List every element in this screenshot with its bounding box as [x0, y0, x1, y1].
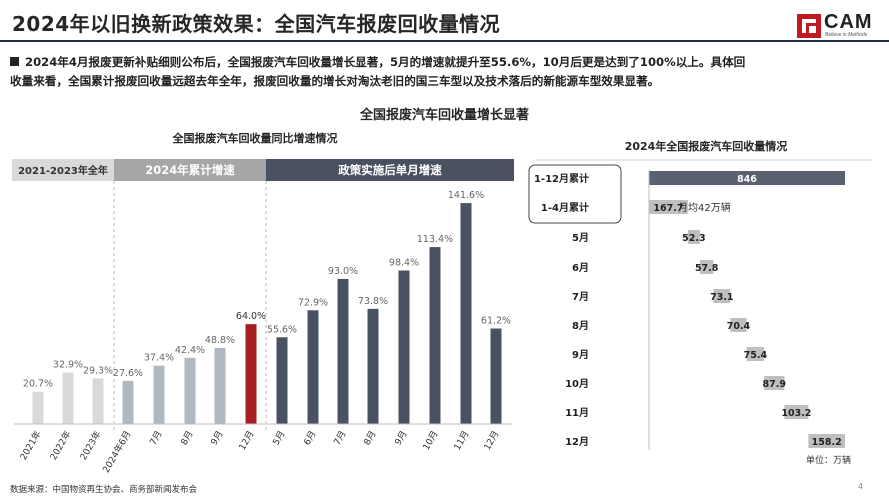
growth-bar — [92, 378, 104, 424]
growth-value-label: 93.0% — [328, 266, 358, 277]
growth-bar — [460, 203, 472, 424]
volume-bar — [649, 171, 845, 185]
cam-logo-icon — [797, 14, 821, 38]
volume-bar — [730, 318, 747, 332]
volume-bar — [784, 405, 809, 419]
group-band-0 — [12, 159, 114, 181]
growth-bar — [153, 365, 165, 424]
group-label-0: 2021-2023年全年 — [18, 164, 108, 177]
volume-value-label: 87.9 — [763, 379, 786, 390]
growth-value-label: 64.0% — [236, 311, 266, 322]
volume-value-label: 846 — [737, 174, 757, 185]
volume-category-label: 7月 — [572, 291, 589, 303]
volume-value-label: 52.3 — [682, 233, 705, 244]
volume-value-label: 75.4 — [744, 350, 768, 361]
volume-bar — [699, 260, 714, 274]
volume-bar — [713, 289, 731, 303]
page-number: 4 — [858, 482, 864, 491]
volume-category-label: 8月 — [572, 320, 589, 332]
growth-bar — [245, 324, 257, 424]
volume-value-label: 167.7 — [653, 203, 683, 214]
growth-value-label: 98.4% — [389, 257, 419, 268]
volume-value-label: 158.2 — [812, 437, 842, 448]
volume-bar — [746, 347, 765, 361]
volume-category-label: 5月 — [572, 232, 589, 244]
cumulative-callout-box — [528, 164, 622, 224]
monthly-average-annotation: 月均42万辆 — [678, 201, 731, 214]
volume-value-label: 70.4 — [727, 321, 751, 332]
growth-value-label: 48.8% — [205, 335, 235, 346]
logo-tagline: Believe in Methods — [825, 32, 868, 38]
volume-category-label: 6月 — [572, 262, 589, 274]
volume-category-label: 10月 — [565, 378, 589, 390]
growth-value-label: 72.9% — [298, 297, 328, 308]
logo-text: CAM — [824, 11, 873, 33]
group-label-2: 政策实施后单月增速 — [338, 163, 442, 177]
volume-category-label: 1-4月累计 — [541, 201, 589, 214]
volume-value-label: 57.8 — [695, 263, 719, 274]
unit-label: 单位：万辆 — [806, 454, 851, 466]
growth-bar — [429, 247, 441, 424]
volume-bar — [687, 230, 700, 244]
volume-value-label: 103.2 — [781, 408, 811, 419]
growth-bar — [337, 278, 349, 424]
growth-value-label: 55.6% — [267, 324, 297, 335]
volume-value-label: 73.1 — [710, 292, 733, 303]
volume-category-label: 11月 — [565, 407, 589, 419]
growth-value-label: 73.8% — [358, 296, 388, 307]
growth-bar — [184, 357, 196, 424]
volume-category-label: 9月 — [572, 349, 589, 361]
volume-bar — [764, 376, 785, 390]
title-divider — [0, 40, 889, 42]
volume-bar — [649, 200, 688, 214]
growth-bar — [276, 337, 288, 424]
growth-value-label: 141.6% — [448, 190, 484, 201]
growth-bar — [367, 308, 379, 424]
growth-value-label: 27.6% — [113, 368, 143, 379]
summary-line-1: 2024年4月报废更新补贴细则公布后，全国报废汽车回收量增长显著，5月的增速就提… — [10, 53, 882, 72]
growth-value-label: 61.2% — [481, 316, 511, 327]
group-label-1: 2024年累计增速 — [145, 163, 235, 177]
growth-bar — [32, 391, 44, 424]
summary-text-1: 2024年4月报废更新补贴细则公布后，全国报废汽车回收量增长显著，5月的增速就提… — [25, 55, 746, 69]
bullet-icon — [10, 57, 19, 66]
growth-value-label: 42.4% — [175, 345, 205, 356]
right-chart-title: 2024年全国报废汽车回收量情况 — [625, 139, 788, 153]
volume-category-label: 1-12月累计 — [534, 172, 589, 185]
summary-line-2: 收量来看，全国累计报废回收量远超去年全年，报废回收量的增长对淘汰老旧的国三车型以… — [10, 74, 660, 88]
growth-bar — [62, 372, 74, 424]
growth-value-label: 113.4% — [417, 234, 453, 245]
data-source-note: 数据来源：中国物资再生协会、商务部新闻发布会 — [10, 485, 198, 495]
growth-value-label: 37.4% — [144, 353, 174, 364]
page-title: 2024年以旧换新政策效果：全国汽车报废回收量情况 — [12, 12, 501, 36]
volume-bar — [808, 434, 845, 448]
growth-bar — [214, 347, 226, 424]
growth-value-label: 32.9% — [53, 360, 83, 371]
main-heading: 全国报废汽车回收量增长显著 — [359, 108, 529, 123]
growth-bar — [490, 328, 502, 424]
growth-bar — [398, 270, 410, 424]
growth-bar — [122, 380, 134, 424]
growth-value-label: 29.3% — [83, 365, 113, 376]
growth-bar — [307, 310, 319, 424]
left-chart-title: 全国报废汽车回收量同比增速情况 — [172, 131, 338, 145]
group-band-2 — [266, 159, 514, 181]
volume-category-label: 12月 — [565, 436, 589, 448]
summary-paragraph: 2024年4月报废更新补贴细则公布后，全国报废汽车回收量增长显著，5月的增速就提… — [10, 53, 882, 91]
group-band-1 — [114, 159, 266, 181]
cam-logo: CAM Believe in Methods — [797, 11, 877, 42]
growth-value-label: 20.7% — [23, 379, 53, 390]
